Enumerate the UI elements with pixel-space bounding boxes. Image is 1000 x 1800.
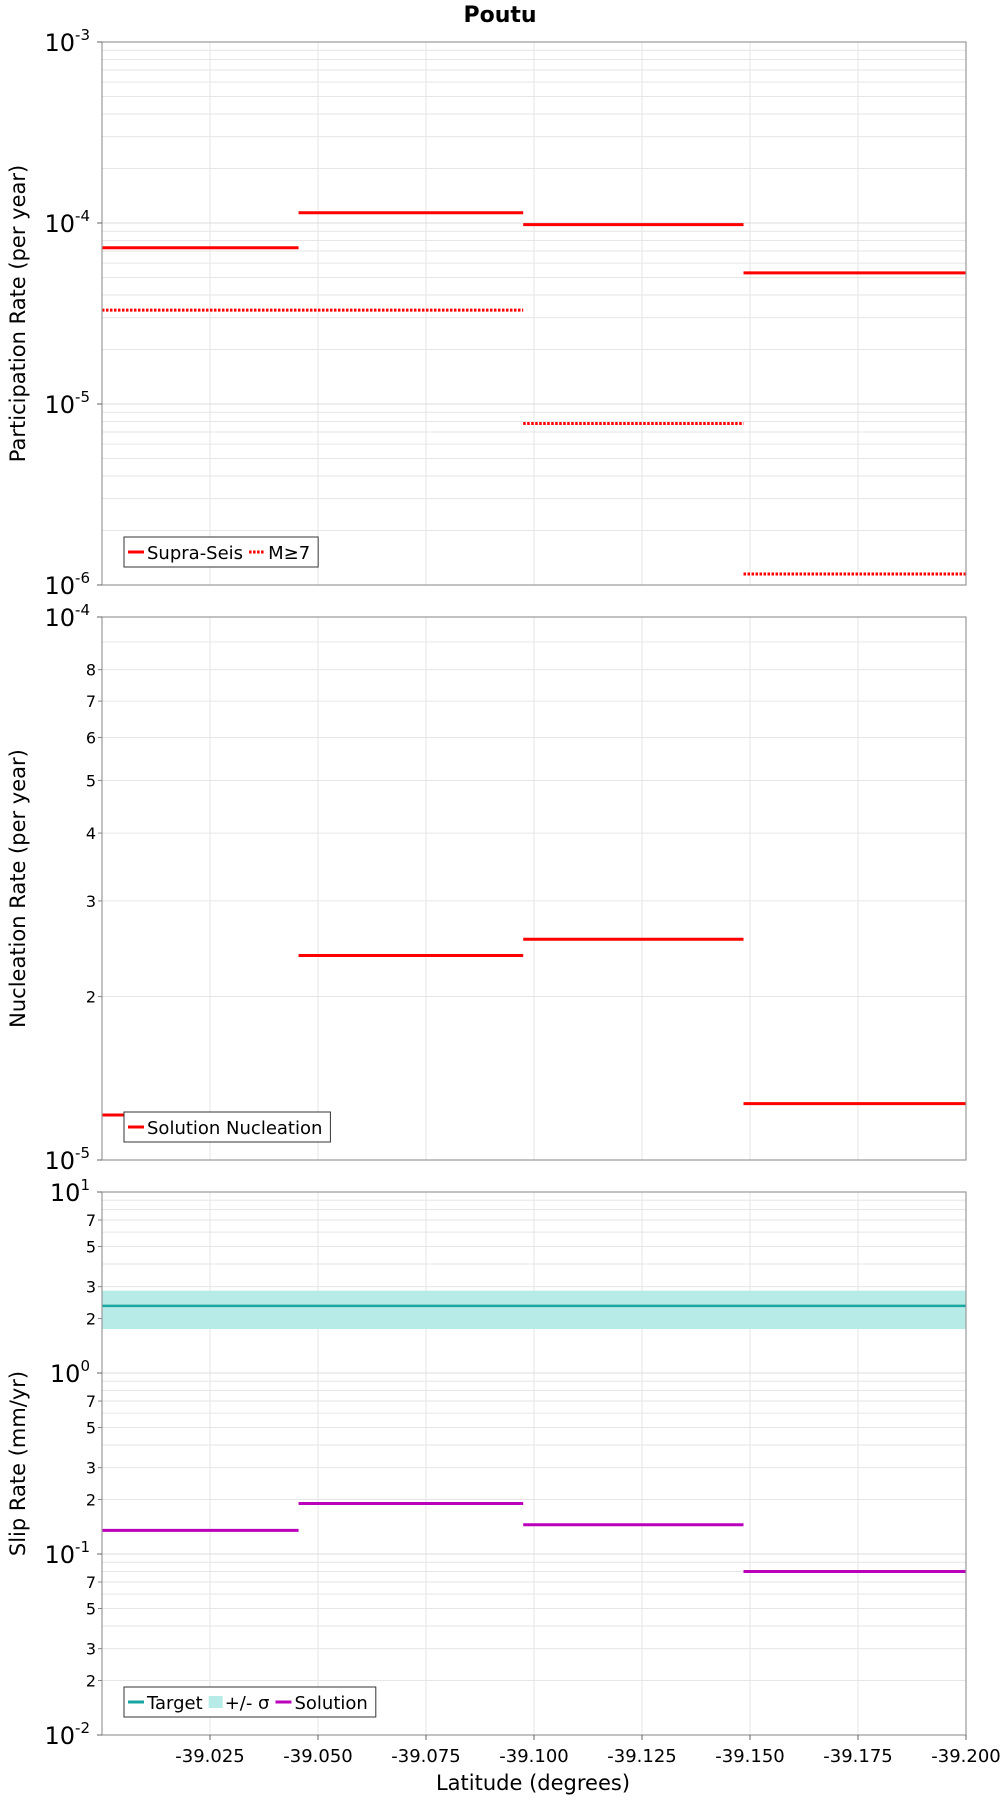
y-minor-tick-label: 5 (86, 1418, 96, 1437)
plot-frame (101, 616, 967, 1161)
y-minor-tick-label: 7 (86, 1211, 96, 1230)
y-minor-tick-label: 5 (86, 1237, 96, 1256)
y-tick-label: 10-2 (44, 1719, 90, 1750)
y-tick-label: 10-4 (44, 601, 90, 632)
y-minor-tick-label: 3 (86, 1640, 96, 1659)
sigma-band (102, 1290, 966, 1330)
legend-nucleation: Solution Nucleation (123, 1111, 331, 1143)
x-tick-label: -39.150 (715, 1746, 784, 1767)
x-tick-label: -39.175 (823, 1746, 892, 1767)
legend-box (123, 1686, 377, 1718)
legend-participation: Supra-Seis M≥7 (123, 536, 319, 568)
y-minor-tick-label: 3 (86, 892, 96, 911)
panels: 10-6 10-5 10-4 10-3 Participation Rate (per … (6, 26, 967, 1750)
x-axis: -39.025 -39.050 -39.075 -39.100 -39.125 -39.1… (175, 1735, 1000, 1767)
legend-slip: Target +/- σ Solution (123, 1686, 377, 1718)
legend-label: Target (146, 1693, 203, 1714)
x-tick-label: -39.100 (499, 1746, 568, 1767)
y-minor-tick-label: 5 (86, 1599, 96, 1618)
y-axis-label: Slip Rate (mm/yr) (6, 1371, 30, 1556)
y-minor-tick-label: 8 (86, 661, 96, 680)
y-minor-tick-label: 2 (86, 1491, 96, 1510)
legend-swatch (208, 1696, 223, 1708)
legend-box (123, 536, 319, 568)
panel-nucleation: 10-5 10-4 2 3 4 5 6 7 8 Nucleation Rate (per year… (6, 601, 967, 1175)
y-minor-tick-label: 7 (86, 1392, 96, 1411)
x-tick-label: -39.025 (175, 1746, 244, 1767)
legend-box (123, 1111, 331, 1143)
legend-label: M≥7 (268, 543, 310, 564)
y-tick-label: 100 (50, 1357, 90, 1388)
y-minor-tick-label: 2 (86, 1310, 96, 1329)
y-minor-tick-label: 7 (86, 1573, 96, 1592)
x-tick-label: -39.075 (391, 1746, 460, 1767)
plot-frame (101, 41, 967, 586)
y-tick-label: 10-6 (44, 569, 90, 600)
legend-label: +/- σ (225, 1693, 270, 1714)
y-minor-tick-label: 4 (86, 824, 96, 843)
panel-slip: 10-2 10-1 100 101 2 3 5 7 2 3 5 7 2 3 5 7 Slip Rate (mm/… (6, 1176, 967, 1750)
y-minor-tick-label: 5 (86, 771, 96, 790)
y-tick-label: 10-5 (44, 388, 90, 419)
legend-label: Supra-Seis (147, 543, 243, 564)
x-tick-label: -39.050 (283, 1746, 352, 1767)
y-minor-tick-label: 2 (86, 1672, 96, 1691)
panel-participation: 10-6 10-5 10-4 10-3 Participation Rate (per … (6, 26, 967, 600)
y-minor-tick-label: 3 (86, 1278, 96, 1297)
x-tick-label: -39.125 (607, 1746, 676, 1767)
y-axis-label: Participation Rate (per year) (6, 165, 30, 462)
y-tick-label: 10-3 (44, 26, 90, 57)
y-tick-label: 101 (50, 1176, 90, 1207)
y-minor-tick-label: 6 (86, 728, 96, 747)
y-tick-label: 10-4 (44, 207, 90, 238)
x-axis-label: Latitude (degrees) (436, 1771, 630, 1795)
legend-label: Solution Nucleation (147, 1118, 322, 1139)
y-minor-tick-label: 3 (86, 1459, 96, 1478)
chart-title: Poutu (463, 3, 536, 28)
x-tick-label: -39.200 (931, 1746, 1000, 1767)
y-minor-tick-label: 2 (86, 988, 96, 1007)
legend-label: Solution (294, 1693, 367, 1714)
y-minor-tick-label: 7 (86, 692, 96, 711)
y-tick-label: 10-1 (44, 1538, 90, 1569)
y-tick-label: 10-5 (44, 1144, 90, 1175)
y-axis-label: Nucleation Rate (per year) (6, 749, 30, 1028)
